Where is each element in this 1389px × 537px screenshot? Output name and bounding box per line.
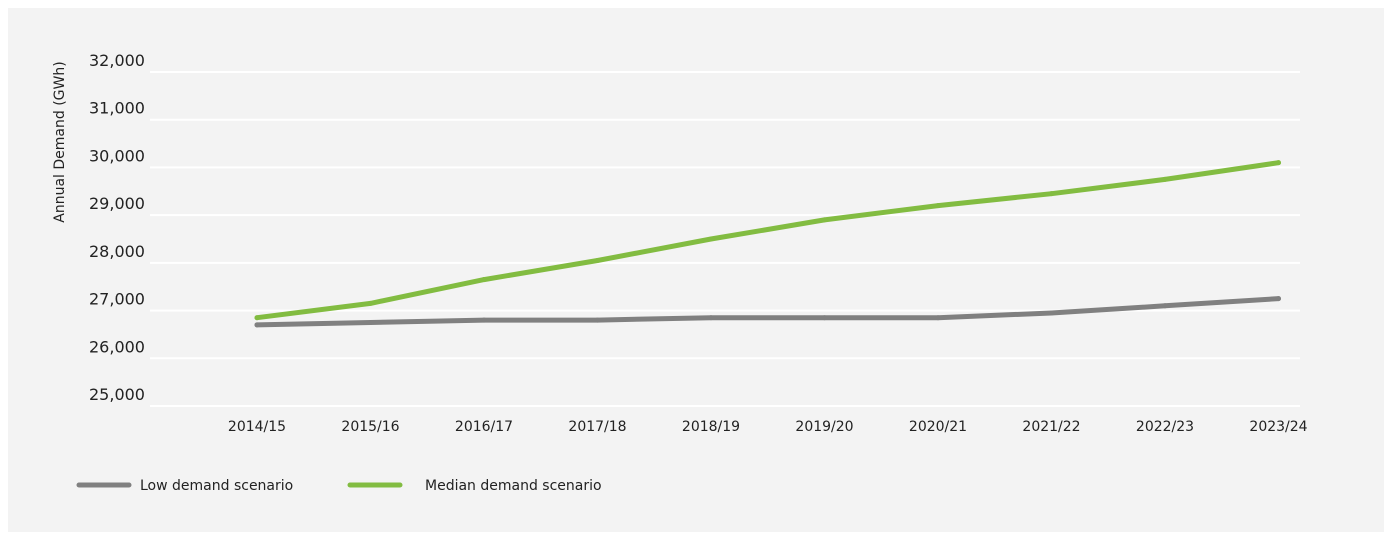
y-tick-label: 25,000	[89, 385, 145, 404]
gridlines	[150, 71, 1300, 407]
legend-label-low: Low demand scenario	[140, 478, 293, 494]
data-point	[481, 317, 487, 323]
series-line-median	[254, 160, 1281, 321]
data-point	[254, 315, 260, 321]
x-tick-label: 2014/15	[228, 419, 286, 435]
x-tick-label: 2015/16	[341, 419, 399, 435]
chart-panel	[8, 8, 1384, 532]
legend: Low demand scenario Median demand scenar…	[76, 478, 602, 494]
y-tick-label: 26,000	[89, 337, 145, 356]
data-point	[595, 257, 600, 263]
data-point	[1276, 296, 1281, 302]
y-tick-label: 29,000	[89, 194, 145, 213]
x-tick-label: 2016/17	[455, 419, 513, 435]
data-point	[1276, 160, 1281, 166]
data-point	[595, 317, 600, 323]
data-point	[708, 236, 714, 242]
y-axis-ticks: 25,000 26,000 27,000 28,000 29,000 30,000 31,0…	[89, 51, 145, 404]
data-point	[935, 315, 941, 321]
data-point	[822, 217, 827, 223]
y-axis-label: Annual Demand (GWh)	[52, 61, 68, 222]
y-tick-label: 28,000	[89, 242, 145, 261]
data-point	[935, 203, 941, 209]
x-tick-label: 2017/18	[568, 419, 626, 435]
series-line-low	[254, 296, 1281, 328]
y-tick-label: 30,000	[89, 146, 145, 165]
data-point	[1162, 176, 1168, 182]
data-point	[481, 277, 487, 283]
x-axis-ticks: 2014/15 2015/16 2016/17 2017/18 2018/19 2019/…	[228, 419, 1308, 435]
x-tick-label: 2020/21	[909, 419, 967, 435]
data-point	[1049, 310, 1054, 316]
x-tick-label: 2021/22	[1022, 419, 1080, 435]
legend-label-median: Median demand scenario	[425, 478, 602, 494]
data-point	[1049, 191, 1054, 197]
x-tick-label: 2018/19	[682, 419, 740, 435]
y-tick-label: 32,000	[89, 51, 145, 70]
data-point	[708, 315, 714, 321]
data-point	[822, 315, 827, 321]
y-tick-label: 31,000	[89, 99, 145, 118]
x-tick-label: 2019/20	[795, 419, 853, 435]
data-point	[368, 320, 373, 325]
series-lines	[254, 160, 1281, 328]
data-point	[254, 322, 260, 328]
x-tick-label: 2022/23	[1136, 419, 1194, 435]
data-point	[368, 300, 373, 306]
data-point	[1162, 303, 1168, 309]
x-tick-label: 2023/24	[1249, 419, 1307, 435]
y-tick-label: 27,000	[89, 290, 145, 309]
